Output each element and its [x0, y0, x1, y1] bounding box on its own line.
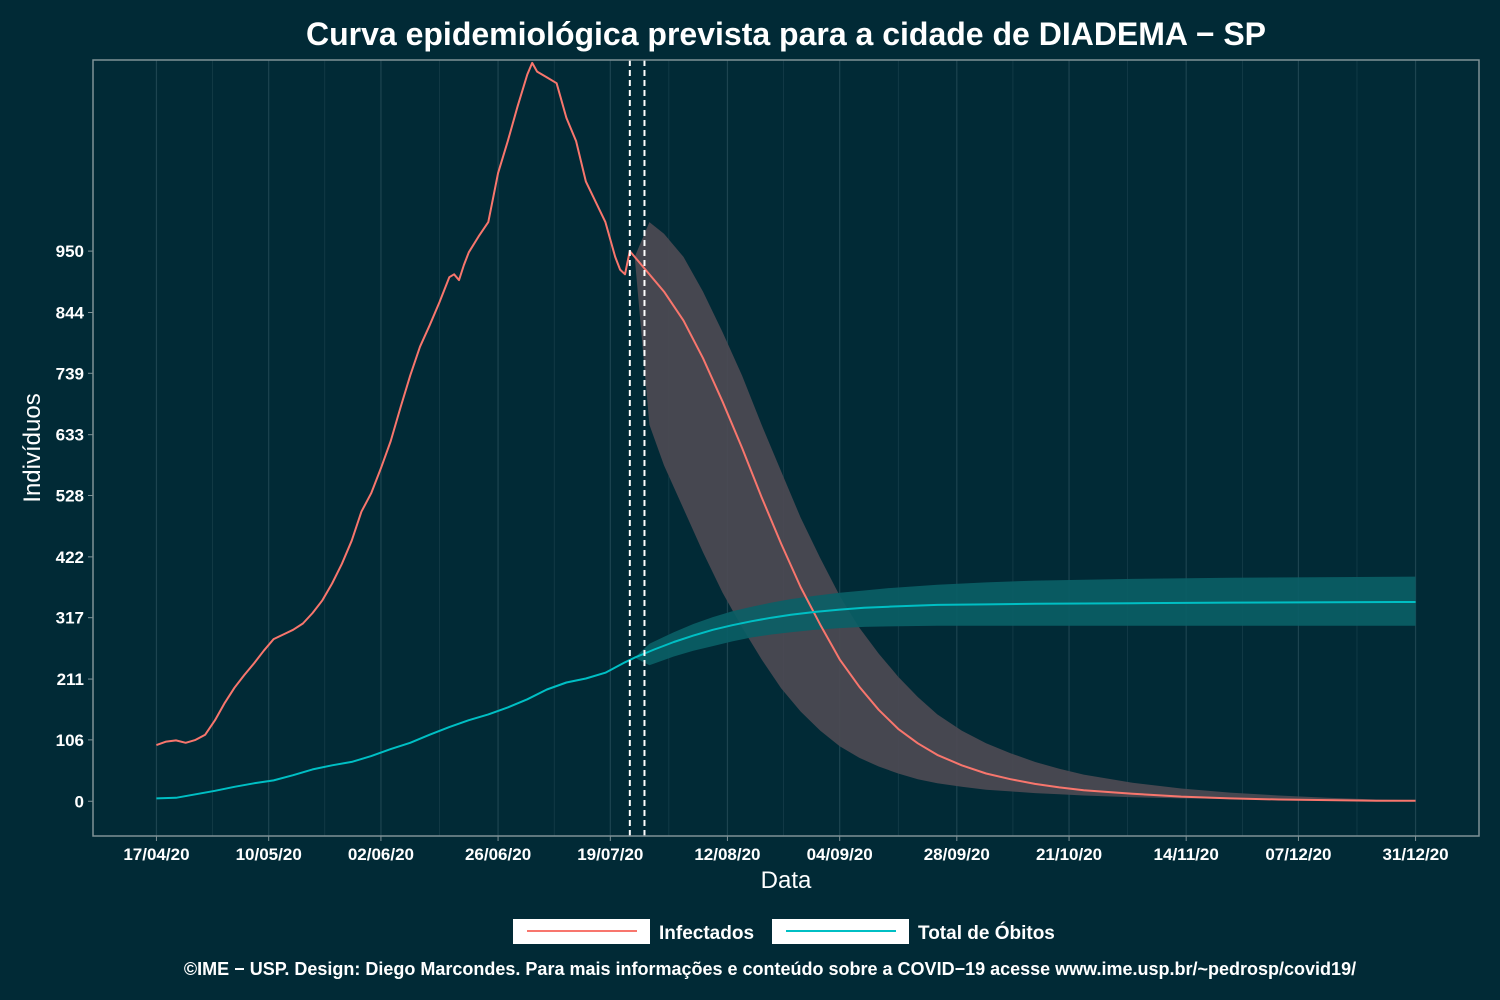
- confidence-band-infectados: [634, 222, 1416, 801]
- y-tick-label: 317: [56, 609, 84, 628]
- x-axis-ticks: 17/04/20 10/05/20 02/06/20 26/06/20 19/07/20…: [123, 836, 1449, 864]
- x-tick-label: 14/11/20: [1154, 845, 1219, 864]
- legend-label-infectados: Infectados: [659, 923, 754, 944]
- y-tick-label: 211: [57, 670, 84, 689]
- x-tick-label: 31/12/20: [1382, 845, 1448, 864]
- y-tick-label: 844: [56, 303, 85, 322]
- x-tick-label: 07/12/20: [1265, 845, 1331, 864]
- legend-item-infectados: Infectados: [513, 919, 754, 944]
- y-tick-label: 0: [75, 792, 84, 811]
- y-tick-label: 106: [56, 731, 84, 750]
- y-tick-label: 528: [56, 486, 84, 505]
- series-line-obitos: [156, 601, 1416, 800]
- chart-title: Curva epidemiológica prevista para a cid…: [306, 16, 1266, 52]
- caption: ©IME − USP. Design: Diego Marcondes. Par…: [184, 959, 1356, 979]
- legend: Infectados Total de Óbitos: [513, 919, 1055, 944]
- legend-label-obitos: Total de Óbitos: [918, 922, 1055, 944]
- y-axis-ticks: 0 106 211 317 422 528 633 739 844 950: [56, 242, 93, 811]
- x-tick-label: 12/08/20: [694, 845, 760, 864]
- x-tick-label: 28/09/20: [924, 845, 990, 864]
- x-tick-label: 04/09/20: [807, 845, 873, 864]
- y-tick-label: 739: [56, 364, 84, 383]
- confidence-bands: [634, 222, 1416, 801]
- y-tick-label: 950: [56, 242, 84, 261]
- x-tick-label: 26/06/20: [465, 845, 531, 864]
- plot-border: [92, 59, 1480, 837]
- series-line-infectados: [156, 61, 1416, 802]
- legend-item-obitos: Total de Óbitos: [772, 919, 1055, 944]
- y-tick-label: 633: [56, 426, 84, 445]
- confidence-band-obitos: [634, 576, 1416, 666]
- x-tick-label: 17/04/20: [123, 845, 189, 864]
- series-lines: [156, 61, 1416, 802]
- x-axis-label: Data: [761, 867, 812, 894]
- x-tick-label: 21/10/20: [1036, 845, 1102, 864]
- y-axis-label: Indivíduos: [19, 393, 46, 502]
- x-tick-label: 19/07/20: [577, 845, 643, 864]
- y-tick-label: 422: [56, 548, 84, 567]
- x-tick-label: 02/06/20: [348, 845, 414, 864]
- x-tick-label: 10/05/20: [236, 845, 302, 864]
- plot-area: [92, 59, 1480, 837]
